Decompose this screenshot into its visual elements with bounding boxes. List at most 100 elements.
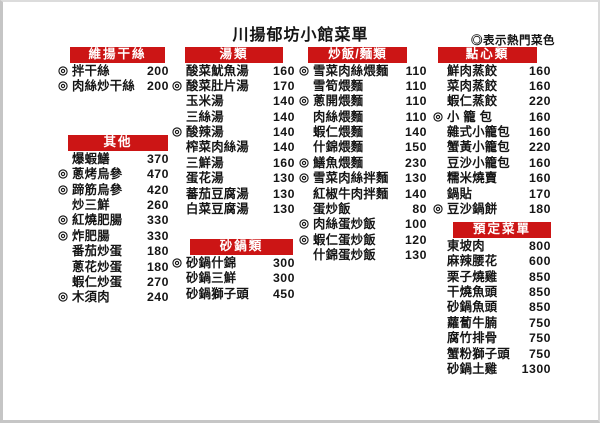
hot-icon: ◎ (58, 64, 69, 77)
item-price: 110 (405, 78, 427, 93)
item-price: 80 (412, 202, 427, 217)
item-name: 酸菜肚片湯 (186, 78, 249, 93)
menu-item: 紅椒牛肉拌麵 140 (299, 187, 427, 202)
menu-item: 鮮肉蒸餃 160 (433, 64, 551, 79)
item-name: 蟹黃小籠包 (447, 140, 510, 155)
item-name: 什錦蛋炒飯 (313, 248, 376, 263)
menu-item: 腐竹排骨 750 (433, 331, 551, 346)
section-header-tang: 湯類 (185, 47, 283, 63)
item-name: 砂鍋三鮮 (186, 271, 237, 286)
menu-item: 三鮮湯 160 (172, 156, 295, 171)
item-price: 750 (528, 331, 551, 346)
item-name: 菜肉蒸餃 (447, 78, 498, 93)
menu-item: 糯米燒賣 160 (433, 171, 551, 186)
item-name: 酸菜魷魚湯 (186, 63, 249, 78)
item-list: ◎ 雪菜肉絲煨麵 110 雪筍煨麵 110 ◎ 蔥開煨麵 110 肉絲煨麵 11… (299, 64, 427, 264)
item-name: 番茄炒蛋 (72, 244, 123, 259)
hot-icon: ◎ (58, 79, 69, 92)
menu-item: 玉米湯 140 (172, 94, 295, 109)
menu-item: 蟹粉獅子頭 750 (433, 347, 551, 362)
menu-item: 什錦蛋炒飯 130 (299, 248, 427, 263)
item-price: 160 (272, 155, 295, 170)
item-price: 180 (146, 244, 169, 259)
item-name: 豆沙小籠包 (447, 155, 510, 170)
menu-item: ◎ 拌干絲 200 (58, 64, 169, 79)
item-name: 砂鍋什錦 (186, 255, 237, 270)
item-name: 拌干絲 (72, 63, 110, 78)
menu-item: ◎ 炸肥腸 330 (58, 229, 169, 244)
item-price: 750 (528, 346, 551, 361)
menu-item: 蛋炒飯 80 (299, 202, 427, 217)
menu-item: 蛋花湯 130 (172, 171, 295, 186)
section-weiyang-gansi: 維揚干絲 ◎ 拌干絲 200 ◎ 肉絲炒干絲 200 (58, 47, 169, 94)
item-price: 420 (146, 182, 169, 197)
item-price: 180 (528, 202, 551, 217)
menu-item: 鍋貼 170 (433, 187, 551, 202)
menu-item: 栗子燒雞 850 (433, 270, 551, 285)
section-qita: 其他 爆蝦鱔 370 ◎ 蔥烤烏參 470 ◎ 蹄筋烏參 420 炒三鮮 260 (58, 135, 169, 305)
menu-item: ◎ 蝦仁蛋炒飯 120 (299, 233, 427, 248)
section-dianxin: 點心類 鮮肉蒸餃 160 菜肉蒸餃 160 蝦仁蒸餃 220 ◎ 小 籠 包 1… (433, 47, 551, 217)
section-header-weiyang-gansi: 維揚干絲 (70, 47, 165, 63)
menu-item: 番茄炒蛋 180 (58, 244, 169, 259)
menu-item: 豆沙小籠包 160 (433, 156, 551, 171)
menu-item: 蕃茄豆腐湯 130 (172, 187, 295, 202)
item-price: 370 (146, 151, 169, 166)
item-name: 糯米燒賣 (447, 171, 498, 186)
item-price: 160 (528, 109, 551, 124)
item-name: 三鮮湯 (186, 155, 224, 170)
item-price: 140 (272, 94, 295, 109)
menu-item: ◎ 蹄筋烏參 420 (58, 183, 169, 198)
page-title: 川揚郁坊小館菜單 (232, 27, 369, 44)
item-price: 130 (272, 171, 295, 186)
item-list: 鮮肉蒸餃 160 菜肉蒸餃 160 蝦仁蒸餃 220 ◎ 小 籠 包 160 雜… (433, 64, 551, 218)
item-price: 160 (528, 63, 551, 78)
item-name: 肉絲炒干絲 (72, 78, 135, 93)
item-price: 850 (528, 300, 551, 315)
item-price: 160 (528, 78, 551, 93)
column-4: 點心類 鮮肉蒸餃 160 菜肉蒸餃 160 蝦仁蒸餃 220 ◎ 小 籠 包 1… (433, 47, 551, 377)
item-price: 160 (528, 171, 551, 186)
item-price: 220 (528, 94, 551, 109)
item-price: 180 (146, 259, 169, 274)
menu-item: 白菜豆腐湯 130 (172, 202, 295, 217)
menu-item: ◎ 木須肉 240 (58, 290, 169, 305)
item-price: 260 (146, 197, 169, 212)
item-name: 肉絲煨麵 (313, 109, 364, 124)
item-price: 120 (404, 232, 427, 247)
item-name: 鍋貼 (447, 186, 473, 201)
section-shaguo: 砂鍋類 ◎ 砂鍋什錦 300 砂鍋三鮮 300 砂鍋獅子頭 450 (172, 239, 295, 302)
item-name: 白菜豆腐湯 (186, 202, 249, 217)
hot-icon: ◎ (299, 218, 310, 231)
item-price: 850 (528, 269, 551, 284)
menu-item: 東坡肉 800 (433, 239, 551, 254)
item-price: 600 (528, 254, 551, 269)
hot-icon: ◎ (299, 95, 310, 108)
hot-icon: ◎ (58, 214, 69, 227)
item-name: 蟹粉獅子頭 (447, 346, 510, 361)
item-price: 850 (528, 285, 551, 300)
hot-legend: ◎表示熱門菜色 (471, 32, 555, 48)
item-name: 鱔魚煨麵 (313, 155, 364, 170)
menu-item: ◎ 雪菜肉絲煨麵 110 (299, 64, 427, 79)
item-price: 110 (405, 109, 427, 124)
menu-item: 麻辣腰花 600 (433, 254, 551, 269)
item-price: 150 (404, 140, 427, 155)
item-name: 雜式小籠包 (447, 125, 510, 140)
item-price: 230 (404, 155, 427, 170)
hot-icon: ◎ (433, 110, 444, 123)
menu-item: 榨菜肉絲湯 140 (172, 140, 295, 155)
item-name: 小 籠 包 (447, 109, 493, 124)
menu-item: 菜肉蒸餃 160 (433, 79, 551, 94)
item-name: 鮮肉蒸餃 (447, 63, 498, 78)
hot-icon: ◎ (433, 203, 444, 216)
item-price: 140 (272, 140, 295, 155)
item-price: 140 (272, 125, 295, 140)
item-name: 紅椒牛肉拌麵 (313, 186, 389, 201)
hot-icon: ◎ (471, 35, 483, 47)
item-price: 330 (146, 228, 169, 243)
item-name: 蛋炒飯 (313, 202, 351, 217)
item-price: 110 (405, 63, 427, 78)
menu-item: ◎ 蔥開煨麵 110 (299, 94, 427, 109)
